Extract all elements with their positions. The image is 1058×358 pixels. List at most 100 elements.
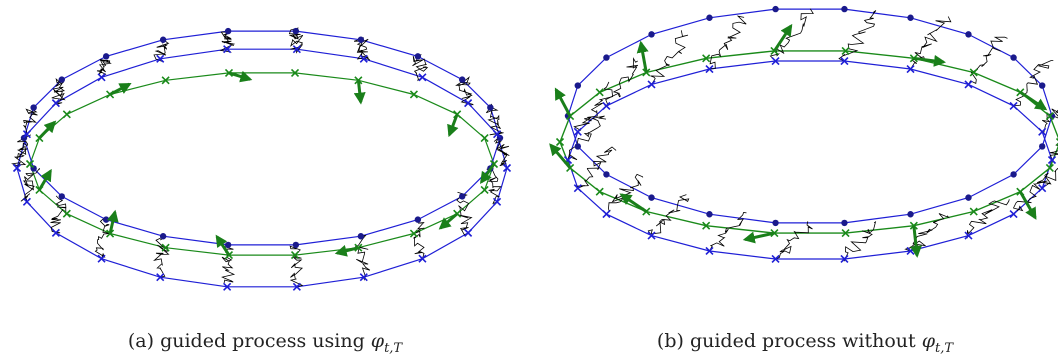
cross-marker: [1045, 112, 1054, 121]
cross-marker: [573, 127, 582, 136]
arrow-marker: [447, 113, 459, 138]
arrow-marker: [742, 231, 775, 244]
sample-path: [288, 27, 304, 54]
sample-path: [493, 137, 510, 169]
sample-path: [838, 10, 877, 62]
cross-marker: [964, 80, 973, 89]
cross-marker: [647, 231, 656, 240]
cross-marker: [51, 228, 60, 237]
sample-path: [1013, 60, 1054, 107]
sample-path: [486, 168, 502, 205]
cross-marker: [22, 130, 31, 139]
sample-path: [153, 235, 170, 278]
dot-marker: [965, 194, 972, 201]
dot-marker: [1038, 143, 1046, 150]
dot-marker: [841, 5, 848, 13]
cross-marker: [1038, 184, 1047, 193]
arrow-marker: [215, 234, 231, 256]
cross-marker: [493, 197, 502, 206]
cross-marker: [156, 273, 165, 282]
dot-marker: [648, 194, 655, 201]
arrow-marker: [619, 193, 648, 213]
dot-marker: [487, 104, 494, 111]
dot-marker: [459, 76, 466, 83]
sample-path: [709, 15, 747, 70]
sample-path: [967, 199, 1010, 239]
cross-marker: [62, 209, 71, 218]
sample-path: [96, 58, 112, 78]
dot-marker: [772, 5, 779, 13]
dot-marker: [102, 53, 110, 60]
dot-marker: [574, 82, 582, 89]
cross-marker: [418, 254, 427, 263]
cross-marker: [906, 64, 915, 74]
cross-marker: [969, 207, 978, 216]
cross-marker: [841, 46, 850, 56]
cross-marker: [595, 88, 604, 97]
arrow-marker: [228, 70, 253, 83]
cross-marker: [418, 73, 427, 82]
cross-marker: [969, 68, 978, 77]
sample-path: [604, 57, 639, 107]
cross-marker: [12, 163, 22, 173]
cross-marker: [595, 187, 604, 196]
sample-path: [20, 168, 40, 202]
cross-marker: [161, 76, 170, 85]
dot-marker: [159, 36, 167, 43]
cross-marker: [290, 250, 300, 260]
dot-marker: [574, 143, 582, 150]
cross-marker: [841, 228, 850, 238]
panel-b-diagram: [549, 5, 1058, 264]
cross-marker: [705, 64, 714, 74]
dot-marker: [603, 54, 610, 61]
panel-a-guided-curve: [29, 72, 495, 256]
arrow-marker: [910, 225, 922, 258]
sample-path: [843, 221, 877, 262]
dot-marker: [965, 31, 972, 38]
sample-path: [904, 213, 950, 252]
sample-path: [709, 212, 747, 252]
sample-path: [94, 217, 111, 259]
sample-path: [650, 30, 689, 85]
dot-marker: [459, 193, 466, 200]
cross-marker: [464, 228, 473, 237]
cross-marker: [409, 90, 418, 99]
cross-marker: [359, 273, 368, 282]
sample-path: [455, 76, 474, 106]
sample-path: [1049, 142, 1058, 161]
dot-marker: [357, 36, 365, 43]
panel-b-source-curve: [567, 8, 1053, 224]
sample-path: [412, 54, 429, 82]
sample-path: [573, 81, 614, 133]
dot-marker: [357, 233, 365, 240]
dot-marker: [292, 27, 300, 35]
panel-a-source-curve: [23, 30, 501, 246]
cross-marker: [702, 54, 711, 63]
dot-marker: [414, 216, 422, 223]
cross-marker: [97, 254, 106, 263]
cross-marker: [409, 229, 418, 238]
sample-path: [606, 173, 644, 215]
cross-marker: [480, 134, 489, 143]
panel-b-markers: [555, 5, 1058, 264]
caption-a-text: (a) guided process using: [128, 330, 371, 352]
caption-b-text: (b) guided process without: [657, 330, 922, 352]
cross-marker: [1045, 163, 1054, 172]
cross-marker: [62, 110, 71, 119]
panel-b-target-curve: [567, 60, 1053, 260]
arrow-marker: [438, 212, 459, 230]
dot-marker: [648, 31, 655, 38]
dot-marker: [1010, 54, 1017, 61]
arrow-marker: [1019, 190, 1037, 220]
dot-marker: [841, 219, 848, 227]
cross-marker: [25, 159, 35, 169]
dot-marker: [58, 193, 65, 200]
caption-b-phi: φ: [922, 330, 936, 352]
cross-marker: [97, 73, 106, 82]
cross-marker: [223, 45, 232, 54]
dot-marker: [772, 219, 779, 227]
sample-path: [575, 146, 617, 189]
cross-marker: [602, 209, 611, 219]
arrow-marker: [636, 40, 649, 73]
